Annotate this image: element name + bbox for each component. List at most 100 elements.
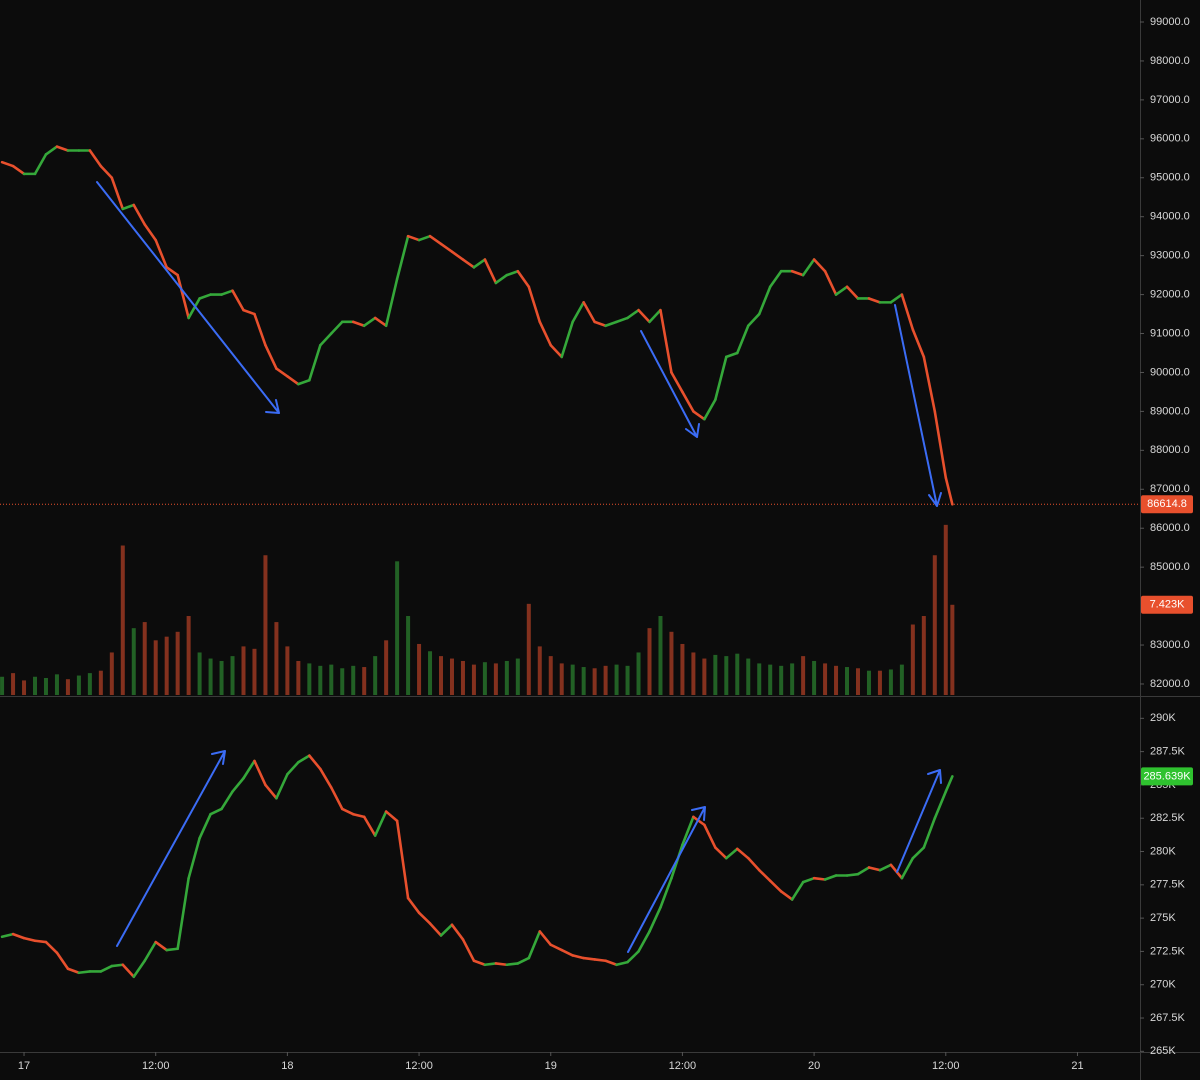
indicator-segment xyxy=(768,879,783,893)
y-tick-label: 265K xyxy=(1150,1045,1176,1057)
indicator-segment xyxy=(944,775,954,793)
indicator-segment xyxy=(253,759,267,787)
price-segment xyxy=(615,316,629,324)
price-segment xyxy=(845,285,860,300)
indicator-segment xyxy=(11,932,26,940)
y-tick-label: 272.5K xyxy=(1150,945,1186,957)
price-segment xyxy=(483,258,498,285)
annotations xyxy=(96,181,942,953)
price-segment xyxy=(450,250,465,261)
volume-bar xyxy=(702,658,707,695)
volume-bar xyxy=(779,665,784,695)
indicator-segment xyxy=(351,812,366,819)
volume-bar xyxy=(921,616,926,695)
price-segment xyxy=(505,269,520,277)
indicator-segment xyxy=(176,876,190,951)
indicator-segment xyxy=(615,960,629,967)
price-segment xyxy=(329,320,344,335)
volume-bar xyxy=(428,651,433,695)
volume-bar xyxy=(735,653,740,695)
y-tick-label: 91000.0 xyxy=(1150,327,1190,339)
y-tick-label: 88000.0 xyxy=(1150,444,1190,456)
price-segment xyxy=(735,324,750,355)
indicator-segment xyxy=(340,807,355,816)
volume-bar xyxy=(855,668,860,695)
indicator-segment xyxy=(209,807,223,816)
volume-bar xyxy=(241,646,246,695)
price-segment xyxy=(286,375,300,386)
volume-bar xyxy=(142,622,147,695)
indicator-segment xyxy=(384,810,399,823)
volume-bar xyxy=(866,670,871,695)
volume-bar xyxy=(493,663,498,695)
volume-bar xyxy=(197,652,202,695)
indicator-segment xyxy=(362,815,377,837)
indicator-segment xyxy=(77,970,92,975)
indicator-segment xyxy=(198,812,212,840)
volume-bar xyxy=(373,656,378,695)
price-segment xyxy=(812,258,827,273)
y-tick-label: 98000.0 xyxy=(1150,55,1190,67)
indicator-segment xyxy=(110,963,125,968)
volume-bar xyxy=(570,664,575,695)
price-segment xyxy=(253,312,267,347)
indicator-segment xyxy=(933,790,948,820)
indicator-segment xyxy=(801,876,816,884)
x-tick-label: 12:00 xyxy=(405,1060,433,1072)
indicator-segment xyxy=(22,936,37,943)
x-tick-label: 12:00 xyxy=(669,1060,697,1072)
price-segment xyxy=(681,390,695,413)
y-tick-label: 92000.0 xyxy=(1150,288,1190,300)
price-segment xyxy=(757,285,772,316)
indicator-segment xyxy=(790,880,805,901)
price-segment xyxy=(944,476,954,506)
price-segment xyxy=(922,355,937,413)
x-tick-label: 20 xyxy=(808,1060,820,1072)
trend-arrow xyxy=(896,769,942,873)
price-segment xyxy=(55,145,70,152)
indicator-segment xyxy=(549,943,564,952)
volume-bar xyxy=(175,631,180,695)
price-segment xyxy=(867,297,882,304)
volume-bar xyxy=(362,667,367,695)
trend-arrow xyxy=(640,330,700,438)
price-segment xyxy=(143,223,158,242)
volume-bar xyxy=(131,628,136,695)
y-tick-label: 87000.0 xyxy=(1150,483,1190,495)
indicator-segment xyxy=(593,958,607,963)
volume-bar xyxy=(899,664,904,695)
indicator-segment xyxy=(571,954,585,960)
indicator-segment xyxy=(648,906,662,933)
volume-bar xyxy=(460,660,465,695)
price-segment xyxy=(11,164,26,176)
indicator-segment xyxy=(373,810,388,837)
indicator-segment xyxy=(911,846,926,860)
y-tick-label: 96000.0 xyxy=(1150,133,1190,145)
indicator-segment xyxy=(538,930,553,947)
volume-bar xyxy=(746,658,751,695)
indicator-segment xyxy=(231,776,245,793)
price-segment xyxy=(593,320,607,328)
volume-bar xyxy=(11,673,16,695)
price-segment xyxy=(714,355,728,402)
price-segment xyxy=(319,332,333,347)
indicator-segment xyxy=(329,786,344,811)
volume-bar xyxy=(691,652,696,695)
price-segment xyxy=(198,293,212,300)
volume-bar xyxy=(592,668,597,695)
volume-bar xyxy=(153,640,158,695)
indicator-segment xyxy=(297,754,311,764)
price-segment xyxy=(494,273,509,285)
y-tick-label: 270K xyxy=(1150,979,1176,991)
indicator-segment xyxy=(439,923,454,937)
indicator-segment xyxy=(143,940,158,963)
price-segment xyxy=(88,149,103,168)
trend-arrow xyxy=(96,181,280,414)
price-segment xyxy=(472,258,487,269)
price-segment xyxy=(231,289,245,312)
indicator-segment xyxy=(703,823,717,849)
indicator-segment xyxy=(856,866,871,876)
x-tick-label: 12:00 xyxy=(932,1060,960,1072)
price-segment xyxy=(703,398,717,421)
indicator-segment xyxy=(692,815,706,827)
